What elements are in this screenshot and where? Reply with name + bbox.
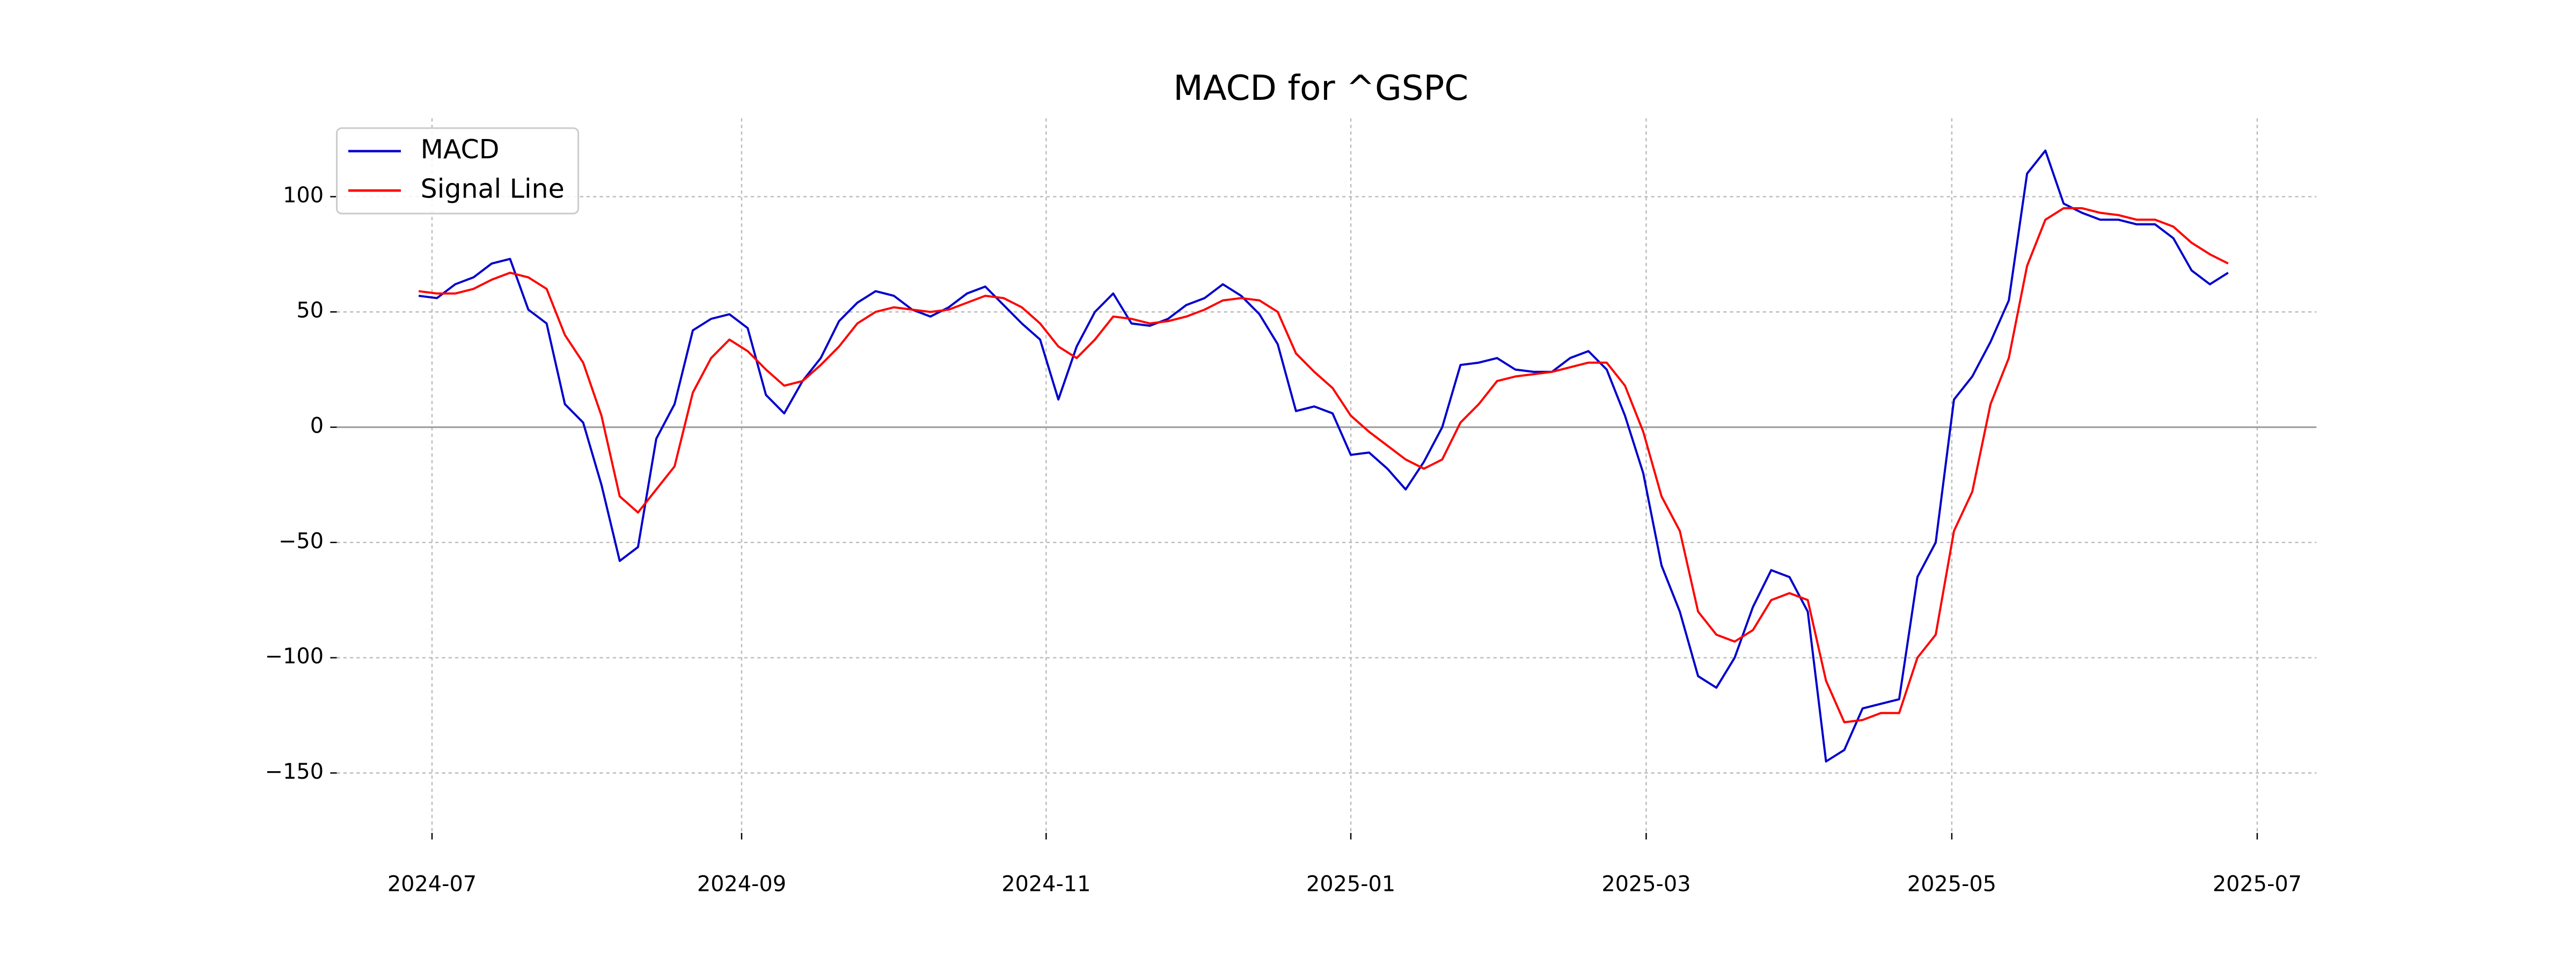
x-tick-label: 2024-11 — [1001, 872, 1091, 897]
y-tick-label: −100 — [265, 644, 324, 669]
y-tick-label: −50 — [279, 529, 324, 553]
legend-label: Signal Line — [421, 174, 565, 204]
line-series — [418, 149, 2229, 763]
y-tick-label: −150 — [265, 759, 324, 784]
x-tick-label: 2024-07 — [387, 872, 477, 897]
x-tick-label: 2025-03 — [1601, 872, 1690, 897]
line-series — [418, 207, 2229, 723]
y-tick-label: 0 — [310, 414, 324, 438]
y-tick-label: 50 — [296, 298, 324, 323]
x-tick-label: 2024-09 — [697, 872, 786, 897]
legend-label: MACD — [421, 134, 500, 165]
legend-box — [336, 127, 580, 215]
x-tick-label: 2025-07 — [2213, 872, 2302, 897]
y-tick-label: 100 — [283, 183, 324, 208]
chart-title: MACD for ^GSPC — [1173, 68, 1468, 108]
x-tick-label: 2025-01 — [1306, 872, 1395, 897]
x-tick-label: 2025-05 — [1907, 872, 1996, 897]
